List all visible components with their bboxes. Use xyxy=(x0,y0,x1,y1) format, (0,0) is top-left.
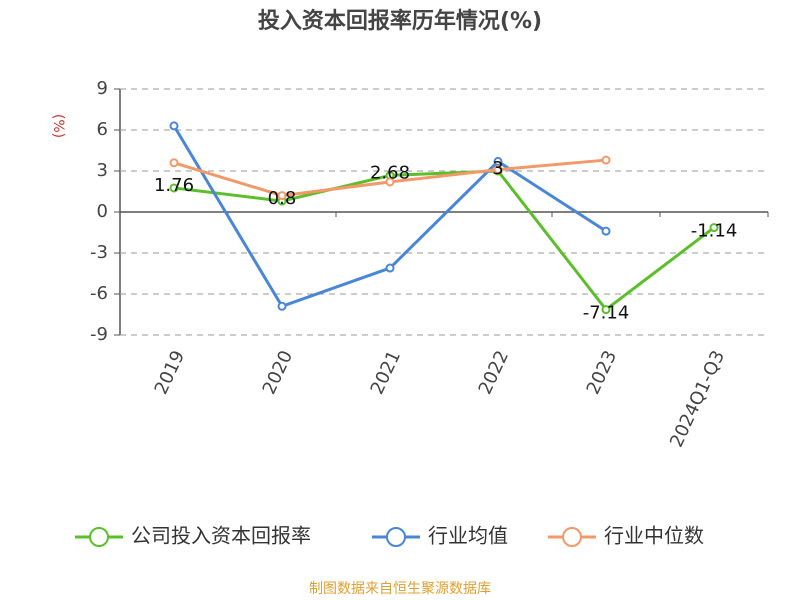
x-tick-label: 2022 xyxy=(475,347,513,397)
legend-marker xyxy=(386,527,406,547)
legend-marker xyxy=(562,527,582,547)
y-tick-label: -6 xyxy=(90,283,108,304)
y-axis-label: (%) xyxy=(50,114,66,138)
data-label: 3 xyxy=(492,158,503,179)
chart-title: 投入资本回报率历年情况(%) xyxy=(258,8,542,34)
x-tick-label: 2023 xyxy=(583,347,621,397)
x-tick-label: 2020 xyxy=(259,347,297,397)
data-point xyxy=(277,301,287,311)
data-point xyxy=(709,223,719,233)
legend-label: 公司投入资本回报率 xyxy=(131,524,311,548)
data-label: -1.14 xyxy=(691,221,738,242)
data-label: 2.68 xyxy=(370,162,410,183)
data-point xyxy=(493,156,503,166)
y-tick-label: -3 xyxy=(90,242,108,263)
legend-label: 行业均值 xyxy=(428,524,508,548)
legend-marker xyxy=(89,527,109,547)
data-point xyxy=(169,158,179,168)
data-point xyxy=(601,155,611,165)
source-note: 制图数据来自恒生聚源数据库 xyxy=(309,581,491,597)
data-label: 0.8 xyxy=(268,188,297,209)
data-label: 1.76 xyxy=(154,175,194,196)
y-tick-label: 9 xyxy=(97,78,108,99)
x-tick-label: 2024Q1-Q3 xyxy=(666,347,729,450)
data-point xyxy=(277,191,287,201)
series-line xyxy=(172,125,607,309)
data-label: -7.14 xyxy=(583,303,630,324)
data-point xyxy=(385,263,395,273)
y-tick-label: -9 xyxy=(90,324,108,345)
legend-label: 行业中位数 xyxy=(604,524,704,548)
series-line xyxy=(173,169,715,312)
data-point xyxy=(493,165,503,175)
data-point xyxy=(169,183,179,193)
y-tick-label: 3 xyxy=(97,160,108,181)
data-point xyxy=(601,226,611,236)
y-tick-label: 0 xyxy=(97,201,108,222)
x-tick-label: 2019 xyxy=(151,347,189,397)
y-tick-label: 6 xyxy=(97,119,108,140)
data-point xyxy=(601,305,611,315)
data-point xyxy=(385,177,395,187)
x-tick-label: 2021 xyxy=(367,347,405,397)
data-point xyxy=(169,121,179,131)
